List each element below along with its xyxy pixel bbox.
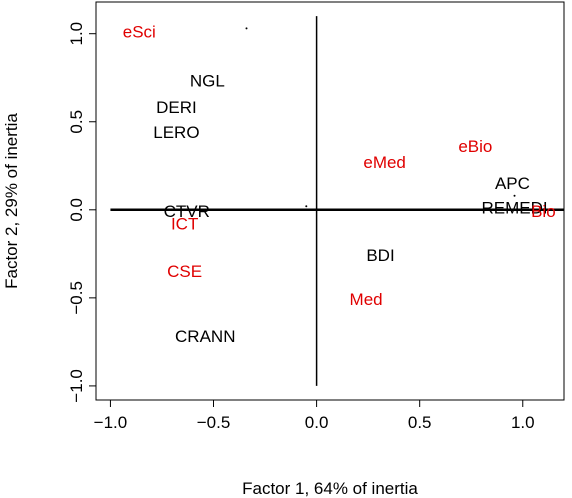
y-tick-label: −0.5 xyxy=(67,281,86,315)
point-label: eMed xyxy=(363,153,406,172)
y-axis-title: Factor 2, 29% of inertia xyxy=(2,113,21,289)
axes: −1.0 −0.5 0.0 0.5 1.0 −1.0 −0.5 0.0 0.5 1.0 xyxy=(67,22,535,432)
plot-frame xyxy=(95,1,565,401)
x-tick-label: 0.5 xyxy=(408,413,432,432)
point-label: NGL xyxy=(190,72,225,91)
y-tick-label: 0.0 xyxy=(67,198,86,222)
point-label: ICT xyxy=(171,214,198,233)
point-label: CRANN xyxy=(175,327,235,346)
point-label: eSci xyxy=(123,22,156,41)
y-tick-label: 0.5 xyxy=(67,110,86,134)
x-tick-label: 0.0 xyxy=(305,413,329,432)
point-label: LERO xyxy=(153,123,199,142)
point-label: APC xyxy=(495,174,530,193)
point-label: BDI xyxy=(366,246,394,265)
point-label: DERI xyxy=(156,98,197,117)
x-axis-title: Factor 1, 64% of inertia xyxy=(242,479,418,498)
point-label: Bio xyxy=(531,202,556,221)
y-tick-label: 1.0 xyxy=(67,22,86,46)
reference-lines xyxy=(110,16,564,386)
point-label: REMEDI xyxy=(481,199,547,218)
x-tick-label: −1.0 xyxy=(94,413,128,432)
point-label: Med xyxy=(350,290,383,309)
point-marker xyxy=(245,27,248,30)
point-label: CTVR xyxy=(164,202,210,221)
point-marker xyxy=(305,205,308,208)
y-tick-label: −1.0 xyxy=(67,369,86,403)
point-marker xyxy=(513,194,516,197)
point-label: CSE xyxy=(167,262,202,281)
point-label: eBio xyxy=(458,137,492,156)
markers xyxy=(245,27,516,208)
x-tick-label: 1.0 xyxy=(511,413,535,432)
x-tick-label: −0.5 xyxy=(197,413,231,432)
